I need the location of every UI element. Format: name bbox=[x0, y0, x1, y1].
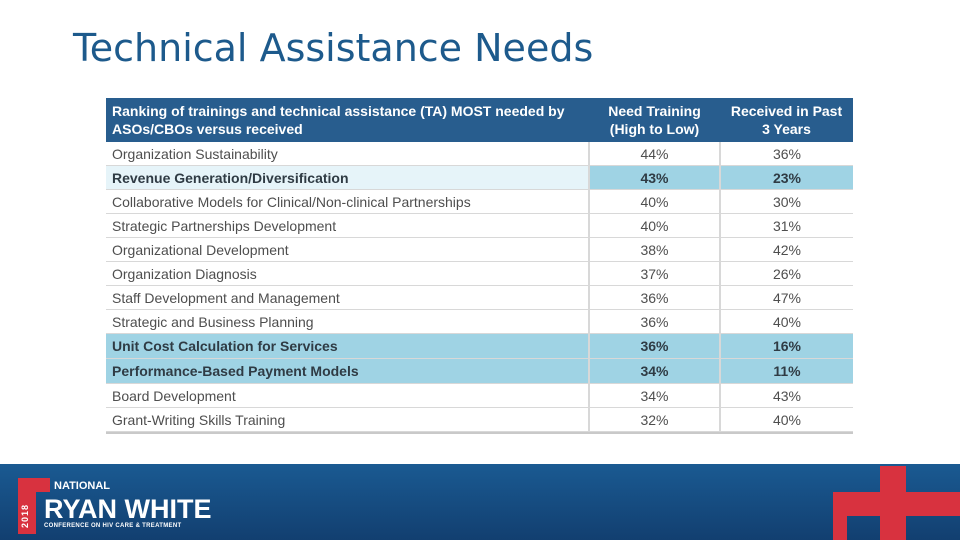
table-row-highlighted: Revenue Generation/Diversification 43% 2… bbox=[106, 165, 853, 190]
logo-subtitle: CONFERENCE ON HIV CARE & TREATMENT bbox=[44, 523, 182, 529]
need-value: 36% bbox=[588, 309, 720, 334]
received-value: 36% bbox=[719, 142, 853, 166]
need-value: 44% bbox=[588, 142, 720, 166]
table-row: Organization Diagnosis 37% 26% bbox=[106, 261, 853, 286]
header-received: Received in Past 3 Years bbox=[720, 98, 853, 142]
need-value: 34% bbox=[588, 383, 720, 408]
need-value: 37% bbox=[588, 261, 720, 286]
logo-cross-bar bbox=[18, 478, 50, 492]
received-value: 40% bbox=[719, 309, 853, 334]
row-label: Collaborative Models for Clinical/Non-cl… bbox=[106, 189, 589, 214]
row-label: Strategic and Business Planning bbox=[106, 309, 589, 334]
logo-cross-icon bbox=[18, 478, 36, 534]
table-row-highlighted: Performance-Based Payment Models 34% 11% bbox=[106, 358, 853, 384]
table-row: Organizational Development 38% 42% bbox=[106, 237, 853, 262]
row-label: Organization Sustainability bbox=[106, 142, 589, 166]
received-value: 47% bbox=[719, 285, 853, 310]
received-value: 23% bbox=[719, 165, 853, 190]
logo-name: RYAN WHITE bbox=[44, 494, 212, 524]
need-value: 38% bbox=[588, 237, 720, 262]
table-row: Collaborative Models for Clinical/Non-cl… bbox=[106, 189, 853, 214]
row-label: Board Development bbox=[106, 383, 589, 408]
row-label: Staff Development and Management bbox=[106, 285, 589, 310]
footer-band: 2018 NATIONAL RYAN WHITE CONFERENCE ON H… bbox=[0, 464, 960, 540]
table-row-highlighted: Unit Cost Calculation for Services 36% 1… bbox=[106, 333, 853, 359]
need-value: 40% bbox=[588, 189, 720, 214]
need-value: 36% bbox=[588, 285, 720, 310]
need-value: 32% bbox=[588, 407, 720, 432]
row-label: Grant-Writing Skills Training bbox=[106, 407, 589, 432]
row-label: Strategic Partnerships Development bbox=[106, 213, 589, 238]
table-row: Staff Development and Management 36% 47% bbox=[106, 285, 853, 310]
received-value: 26% bbox=[719, 261, 853, 286]
ta-needs-table: Ranking of trainings and technical assis… bbox=[106, 98, 853, 432]
received-value: 16% bbox=[719, 333, 853, 359]
received-value: 42% bbox=[719, 237, 853, 262]
need-value: 36% bbox=[588, 333, 720, 359]
received-value: 40% bbox=[719, 407, 853, 432]
decorative-cross-horizontal bbox=[833, 492, 960, 516]
header-need-training: Need Training (High to Low) bbox=[589, 98, 720, 142]
ryan-white-logo: 2018 NATIONAL RYAN WHITE CONFERENCE ON H… bbox=[18, 472, 218, 534]
row-label: Unit Cost Calculation for Services bbox=[106, 333, 589, 359]
table-header-row: Ranking of trainings and technical assis… bbox=[106, 98, 853, 142]
row-label: Organizational Development bbox=[106, 237, 589, 262]
received-value: 43% bbox=[719, 383, 853, 408]
received-value: 31% bbox=[719, 213, 853, 238]
slide-title: Technical Assistance Needs bbox=[73, 26, 594, 70]
table-row: Board Development 34% 43% bbox=[106, 383, 853, 408]
received-value: 11% bbox=[719, 358, 853, 384]
table-row: Organization Sustainability 44% 36% bbox=[106, 142, 853, 166]
logo-national: NATIONAL bbox=[54, 480, 111, 492]
need-value: 40% bbox=[588, 213, 720, 238]
table-row: Strategic Partnerships Development 40% 3… bbox=[106, 213, 853, 238]
received-value: 30% bbox=[719, 189, 853, 214]
row-label: Organization Diagnosis bbox=[106, 261, 589, 286]
need-value: 34% bbox=[588, 358, 720, 384]
table-row: Grant-Writing Skills Training 32% 40% bbox=[106, 407, 853, 432]
logo-year: 2018 bbox=[20, 503, 30, 528]
decorative-cross-block bbox=[833, 516, 847, 540]
row-label: Performance-Based Payment Models bbox=[106, 358, 589, 384]
table-row: Strategic and Business Planning 36% 40% bbox=[106, 309, 853, 334]
header-ranking: Ranking of trainings and technical assis… bbox=[106, 98, 589, 142]
need-value: 43% bbox=[588, 165, 720, 190]
row-label: Revenue Generation/Diversification bbox=[106, 165, 589, 190]
